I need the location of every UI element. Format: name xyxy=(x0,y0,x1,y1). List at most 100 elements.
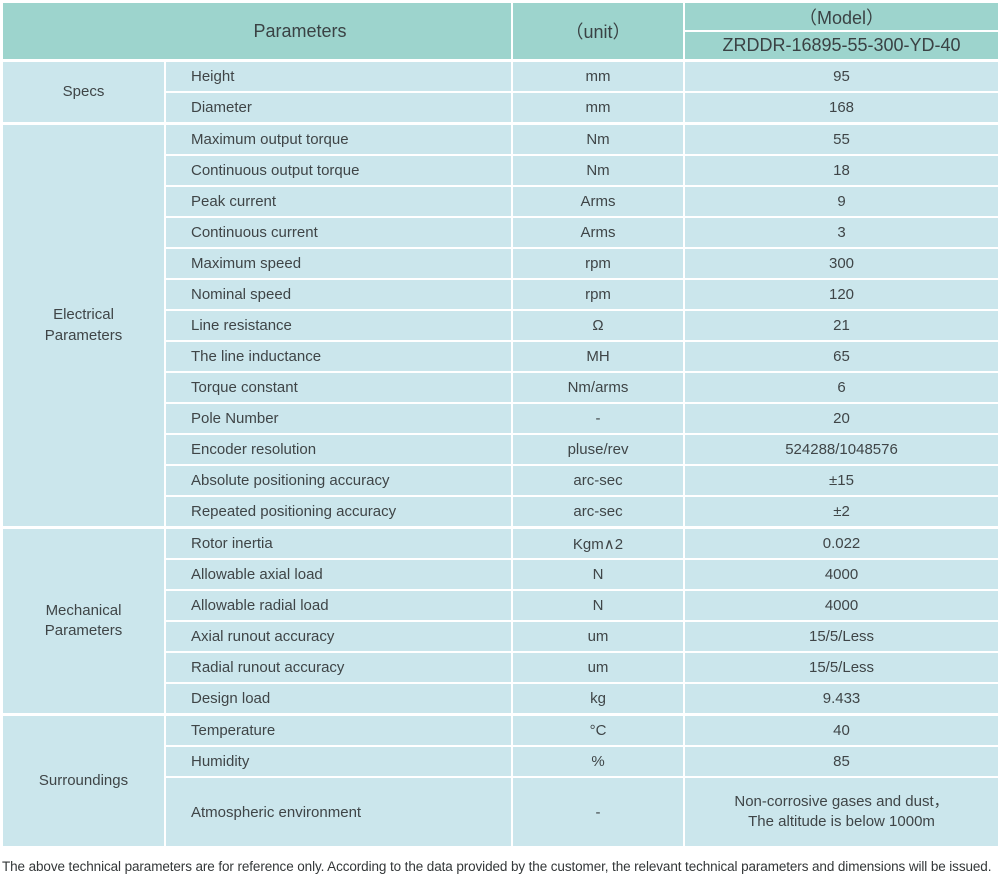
value-cell: 40 xyxy=(683,713,1000,747)
table-body: Specs Height mm 95 Diameter mm 168 Elect… xyxy=(1,59,1000,848)
unit-cell: um xyxy=(511,620,686,653)
unit-cell: N xyxy=(511,558,686,591)
value-cell: 9.433 xyxy=(683,682,1000,716)
table-row: Specs Height mm 95 xyxy=(1,59,1000,125)
unit-cell: Kgm∧2 xyxy=(511,526,686,560)
unit-cell: - xyxy=(511,402,686,435)
param-name-cell: The line inductance xyxy=(163,340,514,373)
param-name-cell: Maximum speed xyxy=(163,247,514,280)
table-row: Electrical Parameters Maximum output tor… xyxy=(1,122,1000,529)
value-cell: 85 xyxy=(683,745,1000,778)
table-row: Encoder resolution pluse/rev 524288/1048… xyxy=(2,433,1000,466)
param-name-cell: Allowable axial load xyxy=(163,558,514,591)
header-parameters: Parameters xyxy=(0,1,514,62)
unit-cell: Arms xyxy=(511,185,686,218)
table-row: Surroundings Temperature °C 40 xyxy=(1,713,1000,848)
param-name-cell: Axial runout accuracy xyxy=(163,620,514,653)
param-name-cell: Maximum output torque xyxy=(163,122,514,156)
value-cell: 15/5/Less xyxy=(683,620,1000,653)
unit-cell: - xyxy=(511,776,686,848)
value-cell: ±2 xyxy=(683,495,1000,529)
param-name-cell: Height xyxy=(163,59,514,93)
header-row-1: Parameters （unit） （Model） xyxy=(0,1,1000,62)
value-cell: 18 xyxy=(683,154,1000,187)
footer-note: The above technical parameters are for r… xyxy=(2,859,992,874)
param-name-cell: Torque constant xyxy=(163,371,514,404)
param-name-cell: Radial runout accuracy xyxy=(163,651,514,684)
table-row: Nominal speed rpm 120 xyxy=(2,278,1000,311)
group-cell-electrical: Electrical Parameters xyxy=(1,122,166,529)
unit-cell: um xyxy=(511,651,686,684)
table-row: Pole Number - 20 xyxy=(2,402,1000,435)
unit-cell: arc-sec xyxy=(511,464,686,497)
unit-cell: rpm xyxy=(511,278,686,311)
param-name-cell: Allowable radial load xyxy=(163,589,514,622)
group-cell-surroundings: Surroundings xyxy=(1,713,166,848)
unit-cell: Nm xyxy=(511,122,686,156)
table-row: Allowable radial load N 4000 xyxy=(2,589,1000,622)
param-name-cell: Continuous current xyxy=(163,216,514,249)
unit-cell: °C xyxy=(511,713,686,747)
param-name-cell: Rotor inertia xyxy=(163,526,514,560)
value-cell: ±15 xyxy=(683,464,1000,497)
unit-cell: MH xyxy=(511,340,686,373)
table-row: Diameter mm 168 xyxy=(2,91,1000,125)
param-name-cell: Atmospheric environment xyxy=(163,776,514,848)
value-cell: 4000 xyxy=(683,589,1000,622)
value-cell: 15/5/Less xyxy=(683,651,1000,684)
table-header: Parameters （unit） （Model） ZRDDR-16895-55… xyxy=(0,1,1000,62)
value-cell: 524288/1048576 xyxy=(683,433,1000,466)
unit-cell: Arms xyxy=(511,216,686,249)
unit-cell: rpm xyxy=(511,247,686,280)
table-row: Allowable axial load N 4000 xyxy=(2,558,1000,591)
table-row: Continuous output torque Nm 18 xyxy=(2,154,1000,187)
value-cell: 21 xyxy=(683,309,1000,342)
unit-cell: arc-sec xyxy=(511,495,686,529)
table-row: The line inductance MH 65 xyxy=(2,340,1000,373)
parameters-table: Parameters （unit） （Model） ZRDDR-16895-55… xyxy=(0,1,1000,848)
param-name-cell: Continuous output torque xyxy=(163,154,514,187)
table-row: Peak current Arms 9 xyxy=(2,185,1000,218)
unit-cell: mm xyxy=(511,91,686,125)
param-name-cell: Absolute positioning accuracy xyxy=(163,464,514,497)
table-row: Repeated positioning accuracy arc-sec ±2 xyxy=(2,495,1000,529)
value-cell: 300 xyxy=(683,247,1000,280)
unit-cell: Nm/arms xyxy=(511,371,686,404)
param-name-cell: Repeated positioning accuracy xyxy=(163,495,514,529)
table-row: Absolute positioning accuracy arc-sec ±1… xyxy=(2,464,1000,497)
table-row: Maximum speed rpm 300 xyxy=(2,247,1000,280)
table-row: Axial runout accuracy um 15/5/Less xyxy=(2,620,1000,653)
param-name-cell: Temperature xyxy=(163,713,514,747)
value-cell: 20 xyxy=(683,402,1000,435)
table-row: Design load kg 9.433 xyxy=(2,682,1000,716)
value-cell: 120 xyxy=(683,278,1000,311)
value-cell: 4000 xyxy=(683,558,1000,591)
header-row-2: ZRDDR-16895-55-300-YD-40 xyxy=(2,30,1000,62)
param-name-cell: Design load xyxy=(163,682,514,716)
param-name-cell: Peak current xyxy=(163,185,514,218)
value-cell: 3 xyxy=(683,216,1000,249)
unit-cell: Ω xyxy=(511,309,686,342)
header-unit: （unit） xyxy=(511,1,686,62)
unit-cell: mm xyxy=(511,59,686,93)
table-row: Continuous current Arms 3 xyxy=(2,216,1000,249)
value-cell: 55 xyxy=(683,122,1000,156)
param-name-cell: Line resistance xyxy=(163,309,514,342)
param-name-cell: Pole Number xyxy=(163,402,514,435)
header-model-value: ZRDDR-16895-55-300-YD-40 xyxy=(683,30,1000,62)
value-cell: 6 xyxy=(683,371,1000,404)
value-cell: 0.022 xyxy=(683,526,1000,560)
table-row: Mechanical Parameters Rotor inertia Kgm∧… xyxy=(1,526,1000,716)
unit-cell: kg xyxy=(511,682,686,716)
param-name-cell: Diameter xyxy=(163,91,514,125)
unit-cell: pluse/rev xyxy=(511,433,686,466)
table-row: Humidity % 85 xyxy=(2,745,1000,778)
table-row: Atmospheric environment - Non-corrosive … xyxy=(2,776,1000,848)
group-cell-mechanical: Mechanical Parameters xyxy=(1,526,166,716)
table-row: Torque constant Nm/arms 6 xyxy=(2,371,1000,404)
param-name-cell: Humidity xyxy=(163,745,514,778)
group-cell-specs: Specs xyxy=(1,59,166,125)
value-cell: 9 xyxy=(683,185,1000,218)
param-name-cell: Encoder resolution xyxy=(163,433,514,466)
